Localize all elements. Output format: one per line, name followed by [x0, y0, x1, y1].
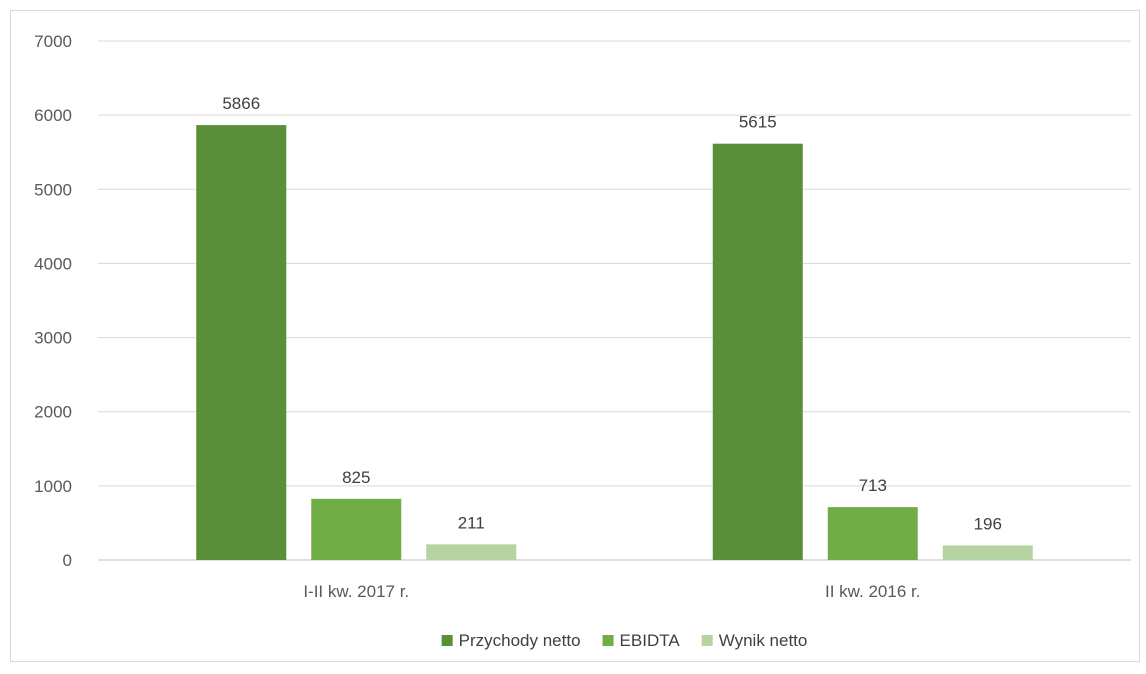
- x-axis: I-II kw. 2017 r. II kw. 2016 r.: [303, 582, 920, 601]
- y-tick-label: 3000: [34, 329, 72, 348]
- legend-swatch: [441, 635, 453, 646]
- data-label: 211: [458, 513, 485, 532]
- y-tick-label: 5000: [34, 180, 72, 199]
- data-label: 713: [859, 476, 887, 495]
- bar: [942, 545, 1033, 560]
- legend: Przychody netto EBIDTA Wynik netto: [441, 631, 808, 650]
- y-tick-label: 2000: [34, 403, 72, 422]
- x-tick-label: I-II kw. 2017 r.: [303, 582, 409, 601]
- bar: [827, 507, 918, 560]
- y-tick-label: 1000: [34, 477, 72, 496]
- data-label: 196: [974, 514, 1002, 533]
- bar: [426, 544, 517, 560]
- legend-swatch: [701, 635, 713, 646]
- data-label: 5615: [739, 113, 777, 132]
- y-tick-label: 6000: [34, 106, 72, 125]
- legend-swatch: [602, 635, 614, 646]
- data-labels: 5866 825 211 5615 713 196: [222, 94, 1002, 533]
- y-tick-label: 4000: [34, 254, 72, 273]
- bar: [196, 125, 287, 560]
- data-label: 5866: [222, 94, 260, 113]
- legend-label: Wynik netto: [719, 631, 808, 650]
- y-axis-ticks: 0 1000 2000 3000 4000 5000 6000 7000: [34, 32, 72, 570]
- bar: [712, 143, 803, 560]
- bars: [196, 125, 1033, 560]
- y-tick-label: 7000: [34, 32, 72, 51]
- bar: [311, 498, 402, 560]
- y-tick-label: 0: [63, 551, 72, 570]
- legend-label: EBIDTA: [620, 631, 681, 650]
- legend-label: Przychody netto: [459, 631, 581, 650]
- x-tick-label: II kw. 2016 r.: [825, 582, 920, 601]
- data-label: 825: [342, 468, 370, 487]
